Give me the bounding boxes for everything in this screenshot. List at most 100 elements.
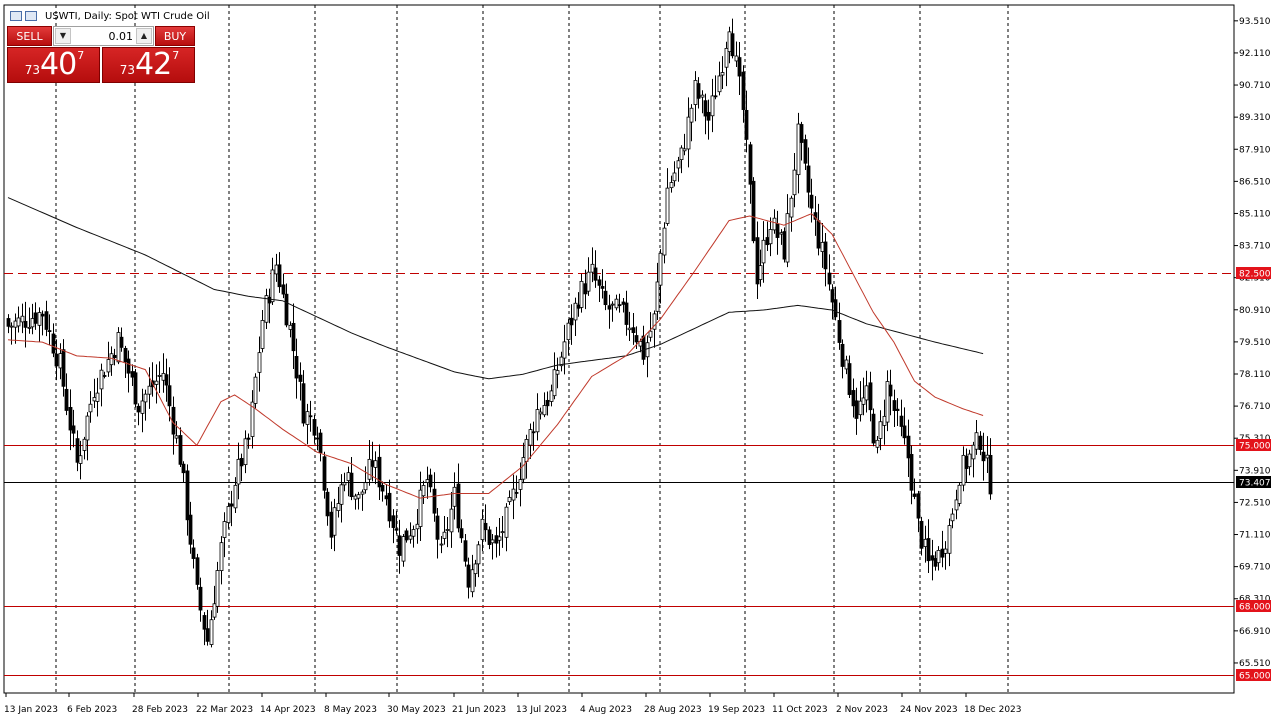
- candle-body: [772, 217, 777, 231]
- candle-body: [325, 491, 330, 517]
- candle-body: [641, 335, 646, 360]
- candle-body: [27, 326, 32, 329]
- candle-body: [761, 239, 766, 264]
- candle-body: [384, 495, 389, 500]
- candle-body: [961, 454, 966, 486]
- candle-body: [936, 550, 941, 564]
- candle-body: [64, 388, 69, 411]
- candle-body: [524, 439, 529, 462]
- candle-body: [621, 301, 626, 305]
- candle-body: [833, 299, 838, 318]
- y-tick-label: 69.710: [1239, 563, 1271, 573]
- candle-body: [99, 369, 104, 390]
- candle-body: [264, 295, 269, 323]
- candles: [6, 18, 993, 648]
- candle-body: [507, 497, 512, 503]
- candle-body: [253, 376, 258, 404]
- candle-body: [730, 33, 735, 57]
- candle-body: [624, 302, 629, 325]
- candle-body: [456, 483, 461, 529]
- candle-body: [219, 542, 224, 572]
- candle-body: [634, 335, 639, 343]
- current-price-label-bg: [1236, 476, 1271, 488]
- candle-body: [421, 485, 426, 497]
- candle-body: [954, 499, 959, 511]
- x-tick-label: 8 May 2023: [324, 705, 377, 715]
- candle-body: [823, 241, 828, 270]
- buy-button[interactable]: BUY: [155, 26, 195, 46]
- candle-body: [195, 557, 200, 585]
- candle-body: [202, 615, 207, 630]
- candle-body: [123, 347, 128, 363]
- candle-body: [775, 223, 780, 238]
- chart-menu-icon[interactable]: [10, 11, 22, 21]
- candle-body: [847, 363, 852, 395]
- candle-body: [864, 385, 869, 401]
- candle-body: [658, 252, 663, 286]
- candle-body: [449, 508, 454, 533]
- lot-size-input[interactable]: [73, 28, 133, 44]
- candle-body: [803, 139, 808, 164]
- candle-body: [136, 405, 141, 413]
- candle-body: [840, 343, 845, 367]
- candle-body: [44, 311, 49, 330]
- buy-price-display[interactable]: 73427: [102, 47, 195, 83]
- sell-price-main: 40: [40, 47, 77, 82]
- candle-body: [332, 507, 337, 536]
- y-tick-label: 68.310: [1239, 595, 1271, 605]
- candle-body: [494, 535, 499, 544]
- candle-body: [676, 160, 681, 169]
- one-click-trading-panel: SELL ▼ ▲ BUY 73407 73427: [7, 26, 195, 83]
- candle-body: [291, 322, 296, 352]
- candle-body: [116, 332, 121, 363]
- x-tick-label: 13 Jul 2023: [516, 705, 567, 715]
- candle-body: [933, 558, 938, 567]
- candle-body: [899, 415, 904, 427]
- candle-body: [308, 415, 313, 418]
- horizontal-levels: [4, 273, 1234, 676]
- ema-fast-line: [7, 213, 984, 499]
- candle-body: [603, 290, 608, 306]
- candle-body: [827, 272, 832, 285]
- candle-body: [957, 484, 962, 504]
- candle-body: [693, 80, 698, 105]
- candle-body: [703, 100, 708, 117]
- candle-body: [339, 484, 344, 505]
- candle-body: [559, 356, 564, 367]
- y-tick-label: 83.710: [1239, 242, 1271, 252]
- buy-price-prefix: 73: [119, 63, 136, 77]
- candle-body: [837, 320, 842, 343]
- candle-body: [140, 400, 145, 414]
- x-tick-label: 22 Mar 2023: [196, 705, 253, 715]
- level-label-68.000: 68.000: [1239, 603, 1271, 613]
- x-tick-label: 14 Apr 2023: [260, 705, 316, 715]
- candle-body: [315, 437, 320, 440]
- candle-body: [906, 435, 911, 459]
- lot-increase-button[interactable]: ▲: [136, 28, 152, 44]
- candle-body: [552, 369, 557, 397]
- candle-body: [367, 458, 372, 480]
- candle-body: [260, 320, 265, 349]
- candle-body: [511, 488, 516, 501]
- x-tick-label: 30 May 2023: [387, 705, 446, 715]
- candle-body: [181, 463, 186, 474]
- candle-body: [205, 628, 210, 642]
- sell-price-display[interactable]: 73407: [7, 47, 100, 83]
- candle-body: [490, 539, 495, 544]
- candle-body: [401, 536, 406, 562]
- candle-body: [380, 485, 385, 492]
- candle-body: [188, 514, 193, 545]
- y-tick-label: 78.110: [1239, 370, 1271, 380]
- sell-button[interactable]: SELL: [7, 26, 52, 46]
- candle-body: [284, 293, 289, 326]
- plot-area: [3, 4, 1235, 694]
- y-tick-label: 76.710: [1239, 402, 1271, 412]
- lot-decrease-button[interactable]: ▼: [55, 28, 71, 44]
- window-icon[interactable]: [25, 11, 37, 21]
- candle-body: [765, 237, 770, 246]
- lot-size-control: ▼ ▲: [53, 26, 154, 46]
- candle-body: [233, 484, 238, 509]
- candle-body: [662, 227, 667, 256]
- candle-body: [480, 518, 485, 541]
